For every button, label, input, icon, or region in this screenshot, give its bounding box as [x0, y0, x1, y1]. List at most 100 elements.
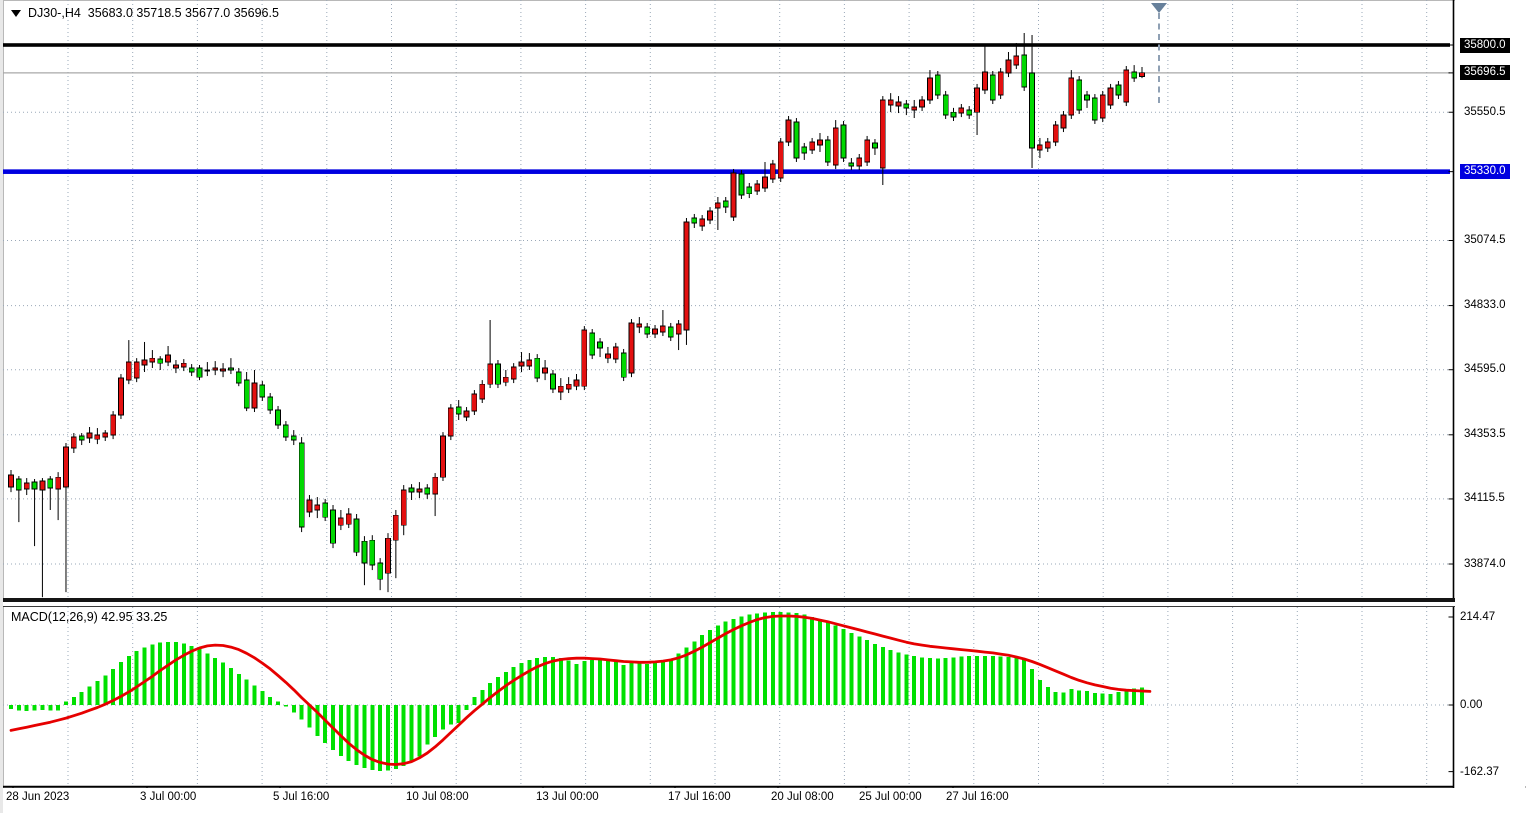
candle [887, 99, 894, 106]
macd-bar [1030, 668, 1035, 705]
pane-separator[interactable] [3, 598, 1455, 607]
macd-bar [338, 705, 343, 756]
candle [235, 371, 242, 384]
candle [722, 200, 729, 208]
candle [393, 514, 399, 541]
macd-bar [692, 641, 697, 705]
candle [471, 393, 478, 412]
candle [133, 361, 140, 379]
candle [1029, 72, 1035, 149]
candle [463, 410, 470, 418]
macd-bar [920, 657, 925, 705]
candle [597, 341, 603, 349]
time-axis-label: 3 Jul 00:00 [140, 791, 197, 803]
macd-bar [943, 658, 948, 705]
quote-text: DJ30-,H4 35683.0 35718.5 35677.0 35696.5 [28, 6, 279, 20]
symbol-triangle-icon [11, 10, 21, 17]
macd-bar [276, 701, 281, 705]
candle [220, 368, 226, 372]
macd-bar [857, 636, 862, 705]
macd-bar [841, 629, 846, 705]
macd-bar [401, 705, 406, 767]
macd-bar [912, 656, 917, 705]
macd-bar [221, 662, 226, 705]
time-axis-label: 17 Jul 16:00 [668, 791, 731, 803]
price-axis[interactable]: 35800.0 35696.5 35550.5 35330.0 35074.5 34833… [1455, 0, 1526, 786]
candle [259, 384, 266, 398]
candle [173, 364, 179, 369]
chart-canvas[interactable] [3, 0, 1455, 788]
macd-bar [228, 668, 233, 705]
macd-bar [778, 611, 783, 705]
time-axis-label: 10 Jul 08:00 [406, 791, 469, 803]
candle [557, 385, 564, 393]
candle [39, 480, 46, 491]
candle [196, 367, 203, 378]
macd-bar [1132, 688, 1137, 705]
candle [879, 99, 886, 169]
macd-bar [951, 657, 956, 705]
candle [856, 157, 863, 167]
macd-bar [731, 618, 736, 705]
candle [534, 357, 541, 379]
chart-shift-marker-icon[interactable] [1151, 3, 1167, 13]
candle [840, 124, 847, 159]
macd-bar [189, 645, 194, 705]
macd-axis-label: 214.47 [1460, 610, 1496, 623]
candle [455, 406, 462, 415]
price-axis-label: 34115.5 [1464, 492, 1505, 505]
candle [338, 517, 344, 526]
macd-bar [1100, 693, 1105, 705]
macd-bar [1022, 658, 1027, 705]
macd-bar [378, 705, 383, 772]
macd-bar [307, 705, 312, 728]
macd-bar [503, 672, 508, 705]
candle [652, 328, 658, 335]
candle [581, 329, 588, 387]
macd-bar [1037, 679, 1042, 705]
candle [141, 359, 148, 366]
macd-bar [16, 705, 21, 711]
candle [1084, 94, 1090, 101]
candle [188, 367, 195, 373]
candle [730, 172, 737, 218]
macd-bar [32, 705, 37, 711]
macd-bar [425, 705, 430, 745]
time-axis-label: 28 Jun 2023 [6, 791, 70, 803]
macd-bar [715, 625, 720, 705]
macd-bar [959, 656, 964, 705]
price-axis-label: 35550.5 [1464, 105, 1506, 118]
time-axis-label: 27 Jul 16:00 [946, 791, 1009, 803]
macd-bar [802, 614, 807, 705]
candle [1076, 79, 1083, 111]
candle [636, 323, 643, 328]
macd-bar [252, 685, 257, 705]
candle [125, 361, 132, 381]
macd-bar [197, 649, 202, 705]
candle [605, 353, 611, 359]
candle [942, 94, 949, 116]
resistance-line-35800 [3, 43, 1450, 47]
time-axis[interactable]: 28 Jun 2023 3 Jul 00:00 5 Jul 16:00 10 Jul … [3, 788, 1526, 813]
price-axis-label: 35330.0 [1460, 164, 1510, 180]
price-axis-label: 34833.0 [1464, 299, 1506, 312]
macd-bar [605, 659, 610, 705]
candle [872, 142, 878, 149]
candle [785, 119, 792, 143]
horizontal-level-lines[interactable] [3, 43, 1450, 174]
candle [1107, 87, 1114, 106]
macd-bar [24, 705, 29, 712]
candle [832, 127, 839, 166]
candle [377, 562, 383, 580]
candle [573, 379, 580, 387]
candle [824, 139, 831, 163]
macd-bar [268, 696, 273, 705]
candle [746, 186, 753, 195]
candle [495, 363, 501, 385]
macd-bar [723, 621, 728, 705]
candle [612, 346, 619, 360]
candle [165, 354, 171, 363]
macd-bar [315, 705, 320, 736]
macd-bar [95, 681, 100, 705]
